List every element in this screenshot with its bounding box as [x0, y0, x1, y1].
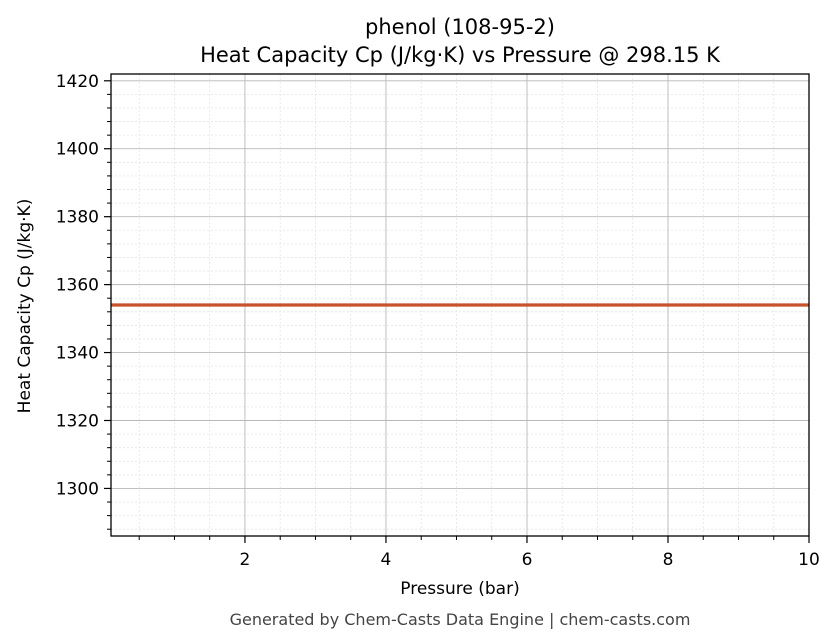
x-tick-label: 6: [522, 550, 533, 570]
x-axis-label: Pressure (bar): [400, 579, 519, 599]
minor-grid: [111, 74, 809, 536]
chart-title-line2: Heat Capacity Cp (J/kg·K) vs Pressure @ …: [200, 43, 721, 67]
x-tick-label: 10: [798, 550, 820, 570]
y-tick-label: 1320: [56, 412, 99, 432]
x-tick-label: 4: [381, 550, 392, 570]
axis-ticks: [104, 80, 810, 543]
y-axis-label: Heat Capacity Cp (J/kg·K): [15, 199, 35, 414]
y-tick-label: 1380: [56, 208, 99, 228]
x-tick-labels: 2 4 6 8 10: [240, 550, 820, 570]
plot-area-frame: [110, 73, 810, 537]
footer-credit: Generated by Chem-Casts Data Engine | ch…: [230, 610, 691, 629]
x-tick-label: 8: [663, 550, 674, 570]
y-tick-label: 1300: [56, 479, 99, 499]
y-tick-label: 1400: [56, 140, 99, 160]
y-tick-label: 1360: [56, 276, 99, 296]
y-tick-labels: 1300 1320 1340 1360 1380 1400 1420: [56, 72, 99, 500]
x-tick-label: 2: [240, 550, 251, 570]
y-tick-label: 1340: [56, 344, 99, 364]
y-tick-label: 1420: [56, 72, 99, 92]
chart-title-line1: phenol (108-95-2): [365, 15, 555, 39]
